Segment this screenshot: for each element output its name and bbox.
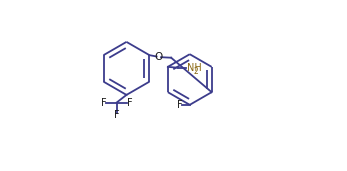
Text: F: F [127, 98, 132, 108]
Text: F: F [114, 110, 119, 120]
Text: 2: 2 [193, 67, 198, 76]
Text: F: F [177, 100, 183, 110]
Text: F: F [101, 98, 107, 108]
Text: NH: NH [187, 63, 202, 73]
Text: O: O [155, 52, 163, 62]
